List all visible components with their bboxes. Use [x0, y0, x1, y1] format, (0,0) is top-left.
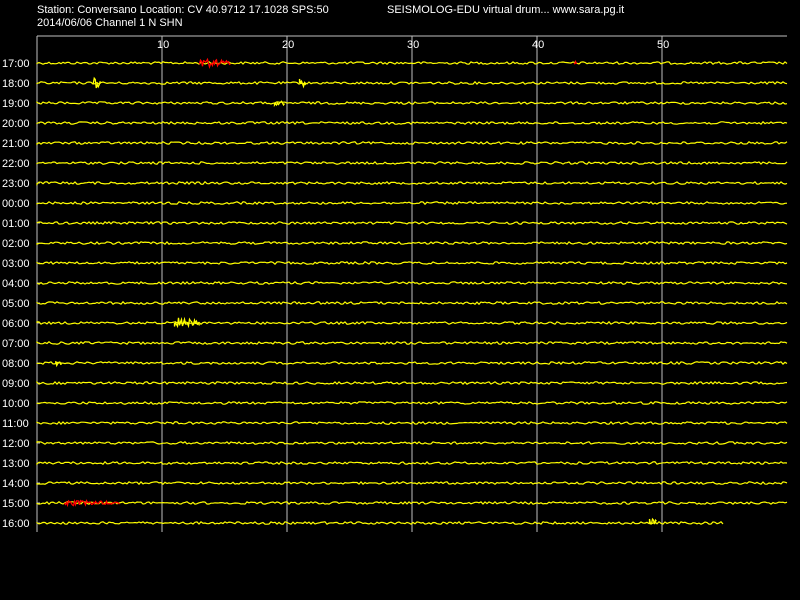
minute-tick-label: 40	[532, 39, 544, 51]
seismic-event	[298, 78, 307, 89]
trace-row	[36, 441, 788, 445]
hour-label: 04:00	[2, 278, 30, 290]
trace-row	[36, 500, 788, 505]
trace-row	[36, 361, 788, 366]
seismic-event	[173, 316, 201, 329]
trace-row	[36, 341, 788, 346]
trace-row	[36, 520, 724, 525]
hour-label: 02:00	[2, 238, 30, 250]
seismic-event	[648, 517, 657, 525]
hour-label: 18:00	[2, 78, 30, 90]
app-title-text: SEISMOLOG-EDU virtual drum... www.sara.p…	[387, 4, 625, 16]
hour-label: 20:00	[2, 118, 30, 130]
station-info-text: Station: Conversano Location: CV 40.9712…	[37, 4, 329, 16]
minute-tick-labels: 10 20 30 40 50	[157, 39, 669, 51]
trace-row	[36, 80, 788, 85]
hour-label: 10:00	[2, 398, 30, 410]
trace-row	[36, 160, 788, 165]
minute-tick-label: 50	[657, 39, 669, 51]
hour-label: 16:00	[2, 518, 30, 530]
minute-tick-label: 10	[157, 39, 169, 51]
seismic-event	[273, 100, 286, 108]
trace-row	[36, 61, 788, 65]
hour-label: 09:00	[2, 378, 30, 390]
hour-label: 03:00	[2, 258, 30, 270]
minute-tick-label: 20	[282, 39, 294, 51]
trace-row	[36, 401, 788, 406]
trace-row	[36, 180, 788, 186]
minute-tick-label: 30	[407, 39, 419, 51]
seismic-event	[573, 59, 578, 65]
trace-row	[36, 240, 788, 246]
trace-row	[36, 421, 788, 425]
hour-label: 08:00	[2, 358, 30, 370]
date-channel-text: 2014/06/06 Channel 1 N SHN	[37, 17, 183, 29]
trace-row	[36, 101, 788, 105]
hour-label: 01:00	[2, 218, 30, 230]
hour-label: 14:00	[2, 478, 30, 490]
trace-row	[36, 220, 788, 225]
hour-label: 06:00	[2, 318, 30, 330]
seismic-event	[92, 76, 101, 89]
trace-row	[36, 300, 788, 306]
trace-row	[36, 120, 788, 126]
hour-label: 22:00	[2, 158, 30, 170]
trace-row	[36, 280, 788, 285]
trace-row	[36, 320, 788, 326]
hour-label: 15:00	[2, 498, 30, 510]
trace-row	[36, 460, 788, 466]
seismic-event	[63, 498, 120, 508]
hour-label: 21:00	[2, 138, 30, 150]
seismic-event	[55, 360, 62, 368]
hour-label: 17:00	[2, 58, 30, 70]
trace-row	[36, 380, 788, 386]
hour-label: 13:00	[2, 458, 30, 470]
hour-labels: 17:00 18:00 19:00 20:00 21:00 22:00 23:00 00:00…	[2, 58, 30, 530]
hour-label: 23:00	[2, 178, 30, 190]
seismic-event	[198, 57, 231, 70]
hour-label: 05:00	[2, 298, 30, 310]
hour-label: 11:00	[2, 418, 29, 430]
trace-rows	[36, 57, 788, 525]
trace-row	[36, 140, 788, 146]
trace-row	[36, 200, 788, 206]
trace-row	[36, 260, 788, 266]
hour-label: 19:00	[2, 98, 30, 110]
hour-label: 07:00	[2, 338, 30, 350]
hour-label: 00:00	[2, 198, 30, 210]
hour-label: 12:00	[2, 438, 30, 450]
trace-row	[36, 480, 788, 486]
